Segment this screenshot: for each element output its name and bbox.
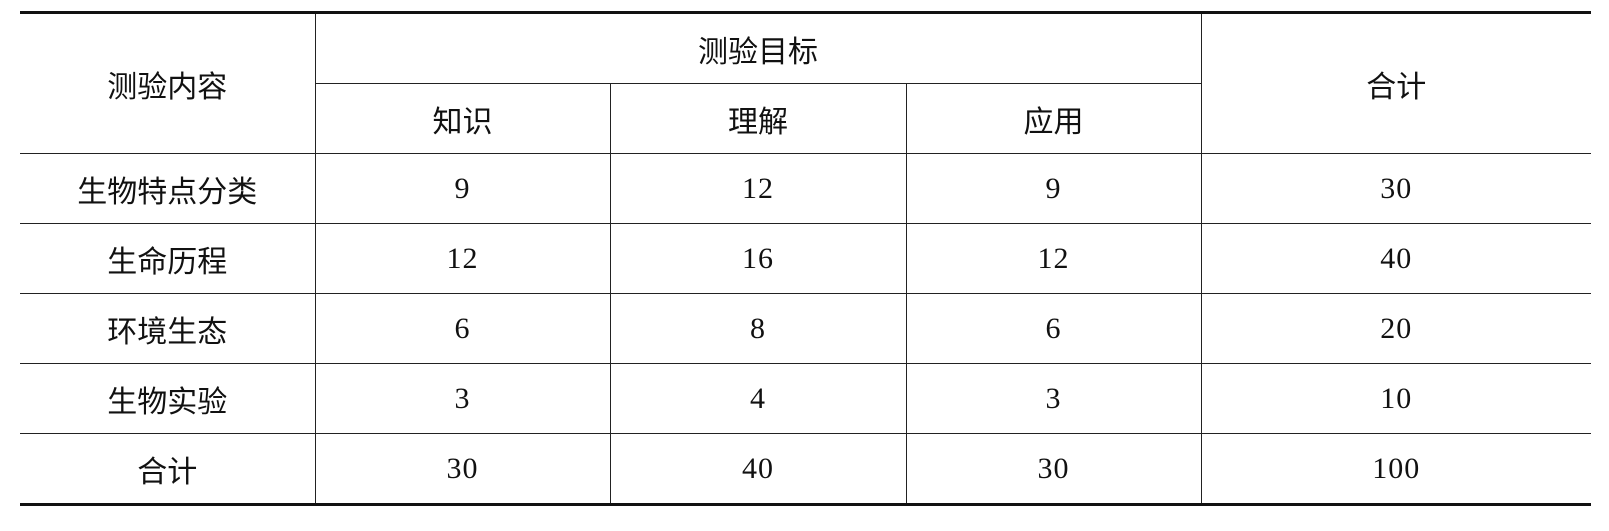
table-row: 环境生态 6 8 6 20: [20, 293, 1592, 364]
row-label: 生物实验: [20, 363, 316, 434]
cell: 3: [314, 363, 611, 434]
cell: 12: [905, 223, 1202, 294]
cell: 8: [609, 293, 907, 364]
cell: 4: [609, 363, 907, 434]
header-application: 应用: [905, 83, 1202, 154]
cell: 30: [1200, 153, 1592, 224]
header-row: 测验内容 测验目标 合计: [20, 11, 1592, 154]
table-row: 生命历程 12 16 12 40: [20, 223, 1592, 294]
row-label: 生命历程: [20, 223, 316, 294]
table-row: 生物特点分类 9 12 9 30: [20, 153, 1592, 224]
cell: 20: [1200, 293, 1592, 364]
test-blueprint-table: 测验内容 测验目标 合计 知识 理解 应用 生物特点分类 9 12 9 30 生…: [20, 11, 1592, 506]
cell: 6: [314, 293, 611, 364]
cell: 40: [1200, 223, 1592, 294]
row-label: 合计: [20, 433, 316, 506]
cell: 12: [609, 153, 907, 224]
cell: 12: [314, 223, 611, 294]
cell: 3: [905, 363, 1202, 434]
cell: 30: [314, 433, 611, 506]
header-understanding: 理解: [609, 83, 907, 154]
total-row: 合计 30 40 30 100: [20, 433, 1592, 506]
row-label: 生物特点分类: [20, 153, 316, 224]
header-knowledge: 知识: [315, 83, 611, 154]
table-row: 生物实验 3 4 3 10: [20, 363, 1592, 434]
row-label: 环境生态: [20, 293, 316, 364]
cell: 100: [1200, 433, 1592, 506]
cell: 6: [905, 293, 1202, 364]
cell: 16: [609, 223, 907, 294]
cell: 40: [609, 433, 907, 506]
cell: 9: [314, 153, 611, 224]
cell: 30: [905, 433, 1202, 506]
cell: 9: [905, 153, 1202, 224]
cell: 10: [1200, 363, 1592, 434]
subheader-row: 知识 理解 应用: [20, 83, 1591, 154]
header-content: 测验内容: [20, 11, 316, 154]
header-total: 合计: [1200, 11, 1592, 154]
header-goals: 测验目标: [314, 11, 1202, 84]
